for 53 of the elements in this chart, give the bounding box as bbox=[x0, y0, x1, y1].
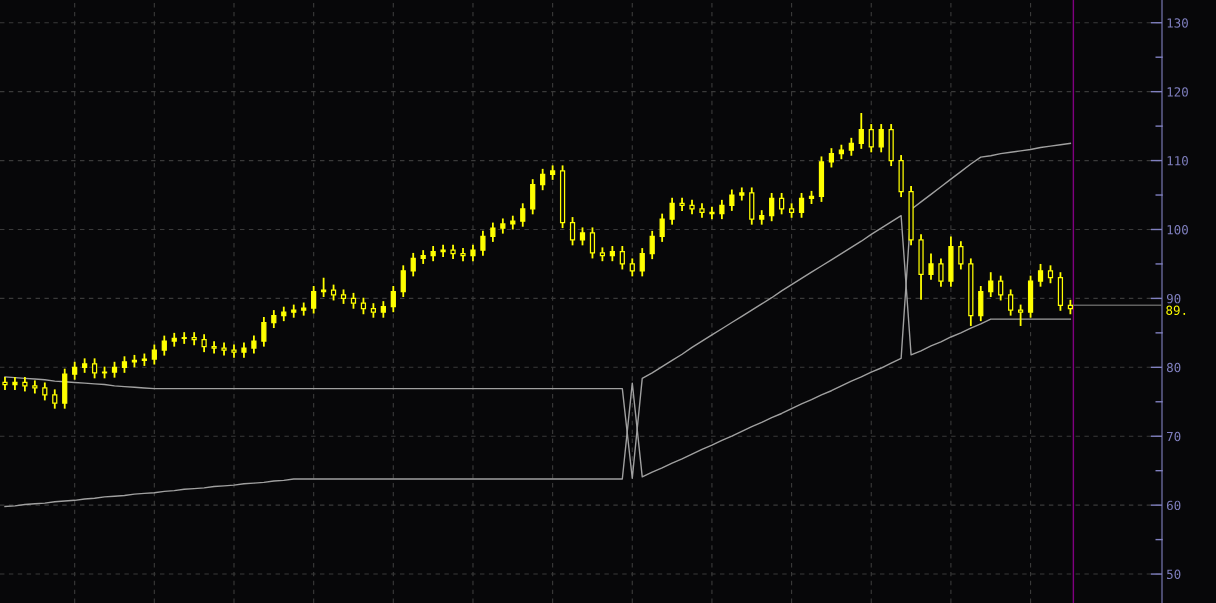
candlestick bbox=[988, 271, 994, 298]
y-tick-label: 80 bbox=[1166, 362, 1181, 373]
candlestick bbox=[410, 252, 416, 278]
candlestick bbox=[520, 202, 526, 228]
y-tick-label: 90 bbox=[1166, 293, 1181, 304]
candlestick bbox=[729, 188, 735, 212]
candlestick bbox=[1008, 288, 1014, 317]
candlestick bbox=[649, 229, 655, 261]
candlestick bbox=[400, 264, 406, 298]
ref-line-label: 89. bbox=[1166, 305, 1186, 316]
y-tick-label: 70 bbox=[1167, 431, 1181, 442]
candlestick bbox=[719, 198, 725, 221]
candlestick bbox=[1037, 263, 1044, 288]
candlestick bbox=[709, 205, 715, 221]
candlestick bbox=[619, 245, 625, 271]
candlestick bbox=[779, 192, 785, 216]
candlestick bbox=[211, 340, 217, 355]
candlestick bbox=[868, 123, 874, 154]
candlestick bbox=[311, 285, 317, 315]
candlestick bbox=[161, 334, 167, 357]
candlestick bbox=[52, 388, 58, 410]
candlestick bbox=[91, 357, 98, 380]
candlestick bbox=[390, 285, 396, 314]
candlestick bbox=[181, 331, 187, 345]
candlestick bbox=[798, 192, 805, 219]
candlestick bbox=[151, 343, 157, 366]
candlestick bbox=[998, 274, 1004, 302]
y-tick-label: 100 bbox=[1167, 224, 1188, 235]
candlestick bbox=[958, 240, 964, 271]
candlestick bbox=[769, 192, 775, 223]
candlestick bbox=[540, 167, 546, 192]
candlestick bbox=[938, 257, 944, 288]
candlestick bbox=[480, 229, 486, 257]
candlestick bbox=[878, 123, 884, 154]
y-tick-label: 110 bbox=[1167, 156, 1188, 166]
candlestick bbox=[490, 221, 496, 243]
candlestick bbox=[639, 247, 645, 278]
candlestick bbox=[858, 112, 864, 150]
candlestick bbox=[928, 252, 934, 281]
candlestick bbox=[440, 243, 446, 258]
candlestick bbox=[828, 147, 835, 169]
candlestick bbox=[569, 216, 576, 247]
y-tick-label: 50 bbox=[1167, 569, 1181, 580]
y-tick-label: 130 bbox=[1167, 18, 1188, 28]
candlestick bbox=[659, 212, 665, 243]
y-tick-label: 60 bbox=[1166, 500, 1181, 511]
candlestick bbox=[1017, 303, 1024, 327]
candlestick bbox=[669, 196, 675, 226]
y-tick-label: 120 bbox=[1167, 87, 1188, 97]
candlestick bbox=[320, 276, 327, 298]
candlestick bbox=[261, 316, 267, 348]
candlestick bbox=[589, 226, 596, 260]
line-series bbox=[4, 142, 1072, 508]
